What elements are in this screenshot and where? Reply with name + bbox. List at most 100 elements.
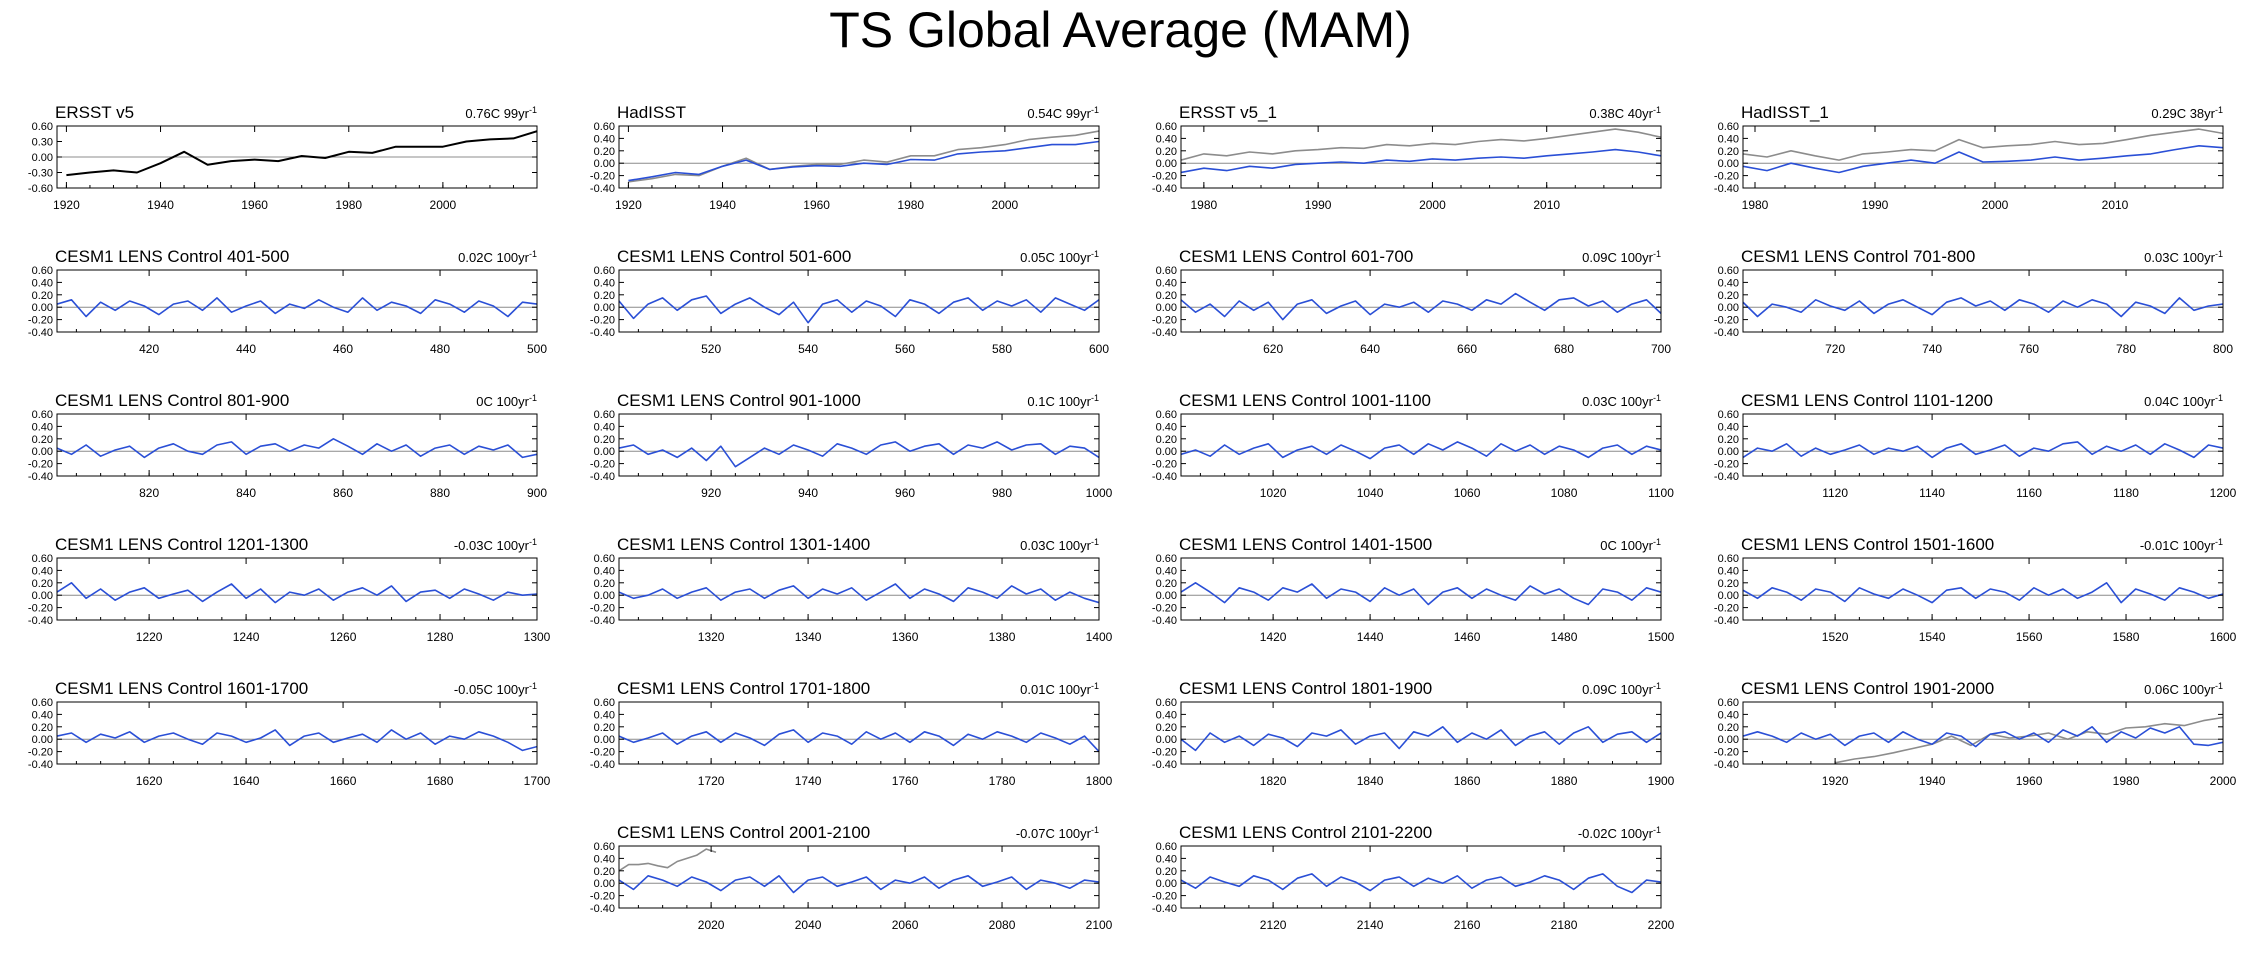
panel-title: CESM1 LENS Control 601-700 xyxy=(1179,247,1413,266)
y-tick-label: 0.40 xyxy=(594,565,615,577)
x-tick-label: 1980 xyxy=(1742,198,1769,212)
y-tick-label: 0.60 xyxy=(1156,697,1177,709)
y-tick-label: 0.40 xyxy=(1156,421,1177,433)
y-tick-label: 0.60 xyxy=(1718,553,1739,565)
y-tick-label: 0.60 xyxy=(594,409,615,421)
y-tick-label: -0.40 xyxy=(1152,903,1177,915)
panel-7: CESM1 LENS Control 601-700 0.09C 100yr-1 -… xyxy=(1152,247,1671,356)
series-line-model xyxy=(619,583,1099,604)
plot-frame xyxy=(618,701,1100,765)
x-tick-label: 460 xyxy=(333,342,353,356)
plot-frame xyxy=(56,269,538,333)
series-line-overlay xyxy=(619,848,717,872)
plot-frame xyxy=(1180,557,1662,621)
x-tick-label: 1920 xyxy=(615,198,642,212)
panel-title: HadISST_1 xyxy=(1741,103,1829,122)
y-tick-label: 0.00 xyxy=(1156,446,1177,458)
x-tick-label: 1460 xyxy=(1454,630,1481,644)
x-tick-label: 1560 xyxy=(2016,630,2043,644)
y-tick-label: 0.60 xyxy=(1156,121,1177,133)
x-tick-label: 780 xyxy=(2116,342,2136,356)
y-tick-label: -0.40 xyxy=(590,615,615,627)
x-tick-label: 540 xyxy=(798,342,818,356)
x-tick-label: 1960 xyxy=(2016,774,2043,788)
y-tick-label: -0.20 xyxy=(1714,747,1739,759)
series-line-model xyxy=(57,729,537,752)
trend-label: 0.02C 100yr-1 xyxy=(458,249,537,265)
x-tick-label: 900 xyxy=(527,486,547,500)
panel-title: CESM1 LENS Control 701-800 xyxy=(1741,247,1975,266)
x-tick-label: 1200 xyxy=(2210,486,2237,500)
y-tick-label: 0.20 xyxy=(1156,290,1177,302)
y-tick-label: 0.60 xyxy=(594,697,615,709)
panel-10: CESM1 LENS Control 901-1000 0.1C 100yr-1 -… xyxy=(590,391,1113,500)
x-tick-label: 1940 xyxy=(709,198,736,212)
y-tick-label: 0.30 xyxy=(32,137,53,149)
y-tick-label: 0.20 xyxy=(594,578,615,590)
y-tick-label: 0.00 xyxy=(594,590,615,602)
series-line-model xyxy=(1181,441,1661,460)
y-tick-label: 0.20 xyxy=(1718,434,1739,446)
trend-label: -0.03C 100yr-1 xyxy=(454,537,537,553)
x-tick-label: 2180 xyxy=(1551,918,1578,932)
panel-18: CESM1 LENS Control 1701-1800 0.01C 100yr-… xyxy=(590,679,1113,788)
x-tick-label: 1780 xyxy=(989,774,1016,788)
x-tick-label: 2000 xyxy=(1982,198,2009,212)
y-tick-label: -0.40 xyxy=(1152,327,1177,339)
trend-label: -0.05C 100yr-1 xyxy=(454,681,537,697)
x-tick-label: 1060 xyxy=(1454,486,1481,500)
x-tick-label: 920 xyxy=(701,486,721,500)
trend-label: -0.02C 100yr-1 xyxy=(1578,825,1661,841)
y-tick-label: -0.60 xyxy=(28,183,53,195)
x-tick-label: 940 xyxy=(798,486,818,500)
y-tick-label: 0.20 xyxy=(1718,578,1739,590)
x-tick-label: 1100 xyxy=(1648,486,1674,500)
trend-label: -0.01C 100yr-1 xyxy=(2140,537,2223,553)
x-tick-label: 1420 xyxy=(1260,630,1287,644)
y-tick-label: -0.30 xyxy=(28,168,53,180)
panel-13: CESM1 LENS Control 1201-1300 -0.03C 100yr… xyxy=(28,535,551,644)
series-line-model xyxy=(1181,725,1661,752)
x-tick-label: 1700 xyxy=(524,774,551,788)
plot-frame xyxy=(1180,269,1662,333)
trend-label: 0.03C 100yr-1 xyxy=(1582,393,1661,409)
y-tick-label: -0.40 xyxy=(1714,471,1739,483)
panel-9: CESM1 LENS Control 801-900 0C 100yr-1 -0.4… xyxy=(28,391,547,500)
y-tick-label: -0.20 xyxy=(1152,315,1177,327)
panel-12: CESM1 LENS Control 1101-1200 0.04C 100yr-… xyxy=(1714,391,2237,500)
x-tick-label: 420 xyxy=(139,342,159,356)
y-tick-label: -0.20 xyxy=(590,747,615,759)
x-tick-label: 1990 xyxy=(1305,198,1332,212)
y-tick-label: 0.60 xyxy=(1718,697,1739,709)
y-tick-label: 0.60 xyxy=(1156,553,1177,565)
series-line-model xyxy=(619,729,1099,753)
y-tick-label: 0.20 xyxy=(32,722,53,734)
y-tick-label: 0.20 xyxy=(594,866,615,878)
x-tick-label: 740 xyxy=(1922,342,1942,356)
y-tick-label: -0.40 xyxy=(590,327,615,339)
y-tick-label: -0.20 xyxy=(28,747,53,759)
panel-title: CESM1 LENS Control 1701-1800 xyxy=(617,679,870,698)
plot-frame xyxy=(1742,701,2224,765)
x-tick-label: 1880 xyxy=(1551,774,1578,788)
y-tick-label: 0.60 xyxy=(1718,265,1739,277)
y-tick-label: 0.60 xyxy=(1156,409,1177,421)
y-tick-label: 0.00 xyxy=(32,302,53,314)
y-tick-label: -0.20 xyxy=(590,315,615,327)
x-tick-label: 1440 xyxy=(1357,630,1384,644)
y-tick-label: -0.20 xyxy=(590,891,615,903)
plot-frame xyxy=(618,413,1100,477)
y-tick-label: 0.60 xyxy=(32,121,53,133)
y-tick-label: -0.40 xyxy=(28,615,53,627)
x-tick-label: 620 xyxy=(1263,342,1283,356)
trend-label: 0.09C 100yr-1 xyxy=(1582,681,1661,697)
x-tick-label: 1940 xyxy=(1919,774,1946,788)
y-tick-label: 0.20 xyxy=(1156,578,1177,590)
x-tick-label: 2000 xyxy=(2210,774,2237,788)
panel-title: CESM1 LENS Control 1501-1600 xyxy=(1741,535,1994,554)
x-tick-label: 2140 xyxy=(1357,918,1384,932)
panel-title: CESM1 LENS Control 1301-1400 xyxy=(617,535,870,554)
panel-title: CESM1 LENS Control 1901-2000 xyxy=(1741,679,1994,698)
